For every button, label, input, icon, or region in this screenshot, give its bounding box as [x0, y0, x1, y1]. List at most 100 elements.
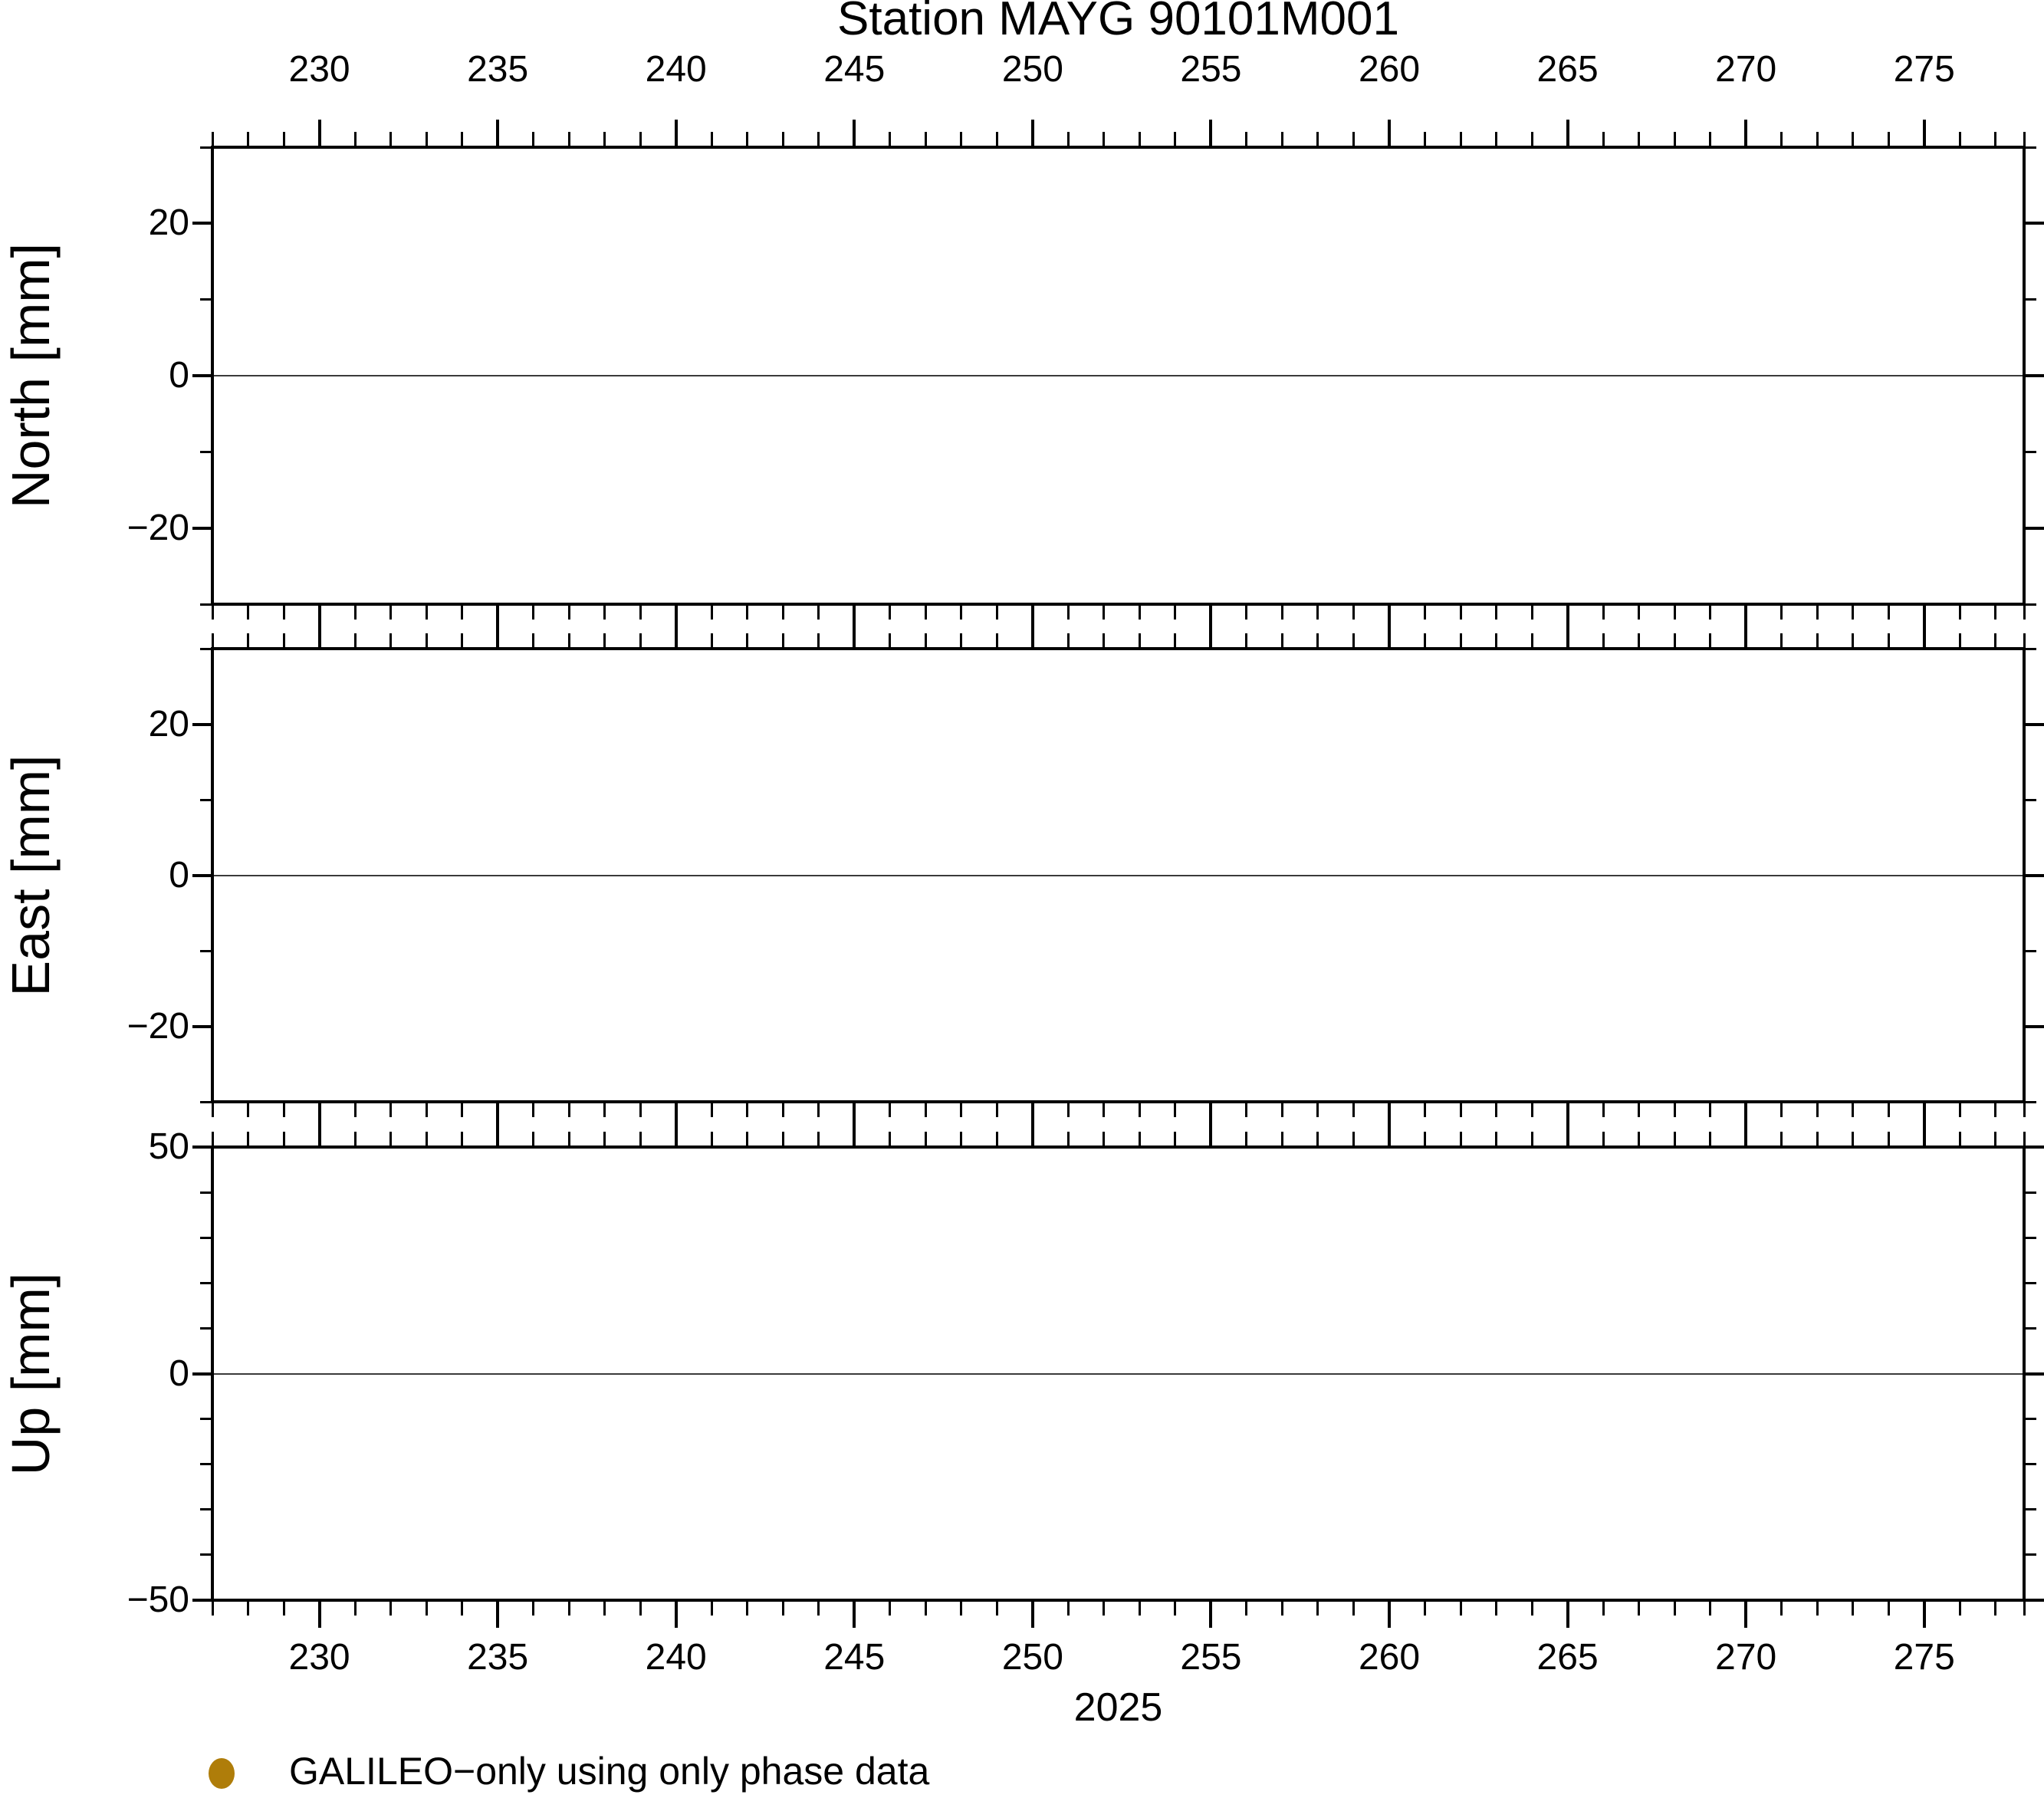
- x-tick-minor: [461, 1102, 464, 1117]
- x-tick-minor: [1066, 1600, 1070, 1616]
- x-tick-minor: [603, 604, 606, 620]
- x-tick-minor: [389, 633, 393, 649]
- x-tick-minor: [1138, 1600, 1141, 1616]
- x-tick-minor: [211, 132, 214, 147]
- x-tick-minor: [389, 1600, 393, 1616]
- x-tick-minor: [2023, 1132, 2026, 1147]
- y-tick-label: −50: [127, 1579, 189, 1620]
- x-tick-minor: [1138, 132, 1141, 147]
- y-tick-label: 0: [169, 854, 189, 896]
- x-tick-minor: [639, 633, 642, 649]
- x-tick-minor: [1245, 132, 1248, 147]
- y-tick-minor: [200, 1191, 212, 1194]
- x-tick-minor: [889, 1600, 892, 1616]
- y-tick-minor: [200, 1281, 212, 1284]
- x-tick-minor: [1138, 1102, 1141, 1117]
- y-tick-minor: [200, 298, 212, 301]
- y-tick-major: [192, 526, 212, 530]
- x-tick-minor: [1280, 1102, 1283, 1117]
- x-tick-minor: [1958, 132, 1961, 147]
- y-tick-minor: [2024, 949, 2036, 952]
- x-tick-minor: [1424, 132, 1427, 147]
- x-tick-minor: [889, 604, 892, 620]
- y-tick-label: 0: [169, 1353, 189, 1394]
- x-tick-minor: [995, 1132, 998, 1147]
- y-tick-minor: [200, 1418, 212, 1421]
- y-tick-minor: [2024, 1100, 2036, 1103]
- x-tick-major: [1388, 1119, 1392, 1147]
- x-tick-major: [1209, 120, 1213, 147]
- x-tick-minor: [425, 1132, 428, 1147]
- x-tick-minor: [746, 1600, 749, 1616]
- x-tick-major: [1388, 1102, 1392, 1129]
- x-tick-label-top: 270: [1715, 49, 1777, 90]
- x-tick-minor: [211, 633, 214, 649]
- y-tick-major: [2024, 1024, 2044, 1028]
- x-tick-label-bottom: 275: [1893, 1637, 1955, 1678]
- x-tick-minor: [1887, 633, 1890, 649]
- x-tick-minor: [1994, 1600, 1997, 1616]
- x-tick-minor: [1352, 1600, 1355, 1616]
- x-tick-minor: [532, 132, 535, 147]
- x-tick-minor: [567, 132, 570, 147]
- x-tick-minor: [211, 604, 214, 620]
- x-tick-minor: [1245, 1102, 1248, 1117]
- x-tick-label-top: 230: [288, 49, 350, 90]
- x-tick-minor: [781, 132, 784, 147]
- y-tick-minor: [2024, 1463, 2036, 1466]
- x-tick-minor: [1459, 1132, 1462, 1147]
- x-tick-major: [496, 1102, 500, 1129]
- y-tick-major: [2024, 222, 2044, 225]
- x-tick-minor: [1174, 604, 1177, 620]
- x-tick-minor: [1066, 633, 1070, 649]
- x-tick-minor: [1174, 132, 1177, 147]
- x-tick-minor: [1994, 1132, 1997, 1147]
- x-tick-minor: [532, 633, 535, 649]
- y-tick-minor: [2024, 647, 2036, 650]
- x-tick-minor: [1316, 604, 1319, 620]
- x-tick-major: [674, 120, 678, 147]
- x-tick-minor: [1780, 1600, 1783, 1616]
- y-tick-minor: [2024, 1418, 2036, 1421]
- x-tick-minor: [710, 604, 713, 620]
- x-tick-minor: [817, 604, 820, 620]
- x-tick-minor: [746, 132, 749, 147]
- x-tick-minor: [1352, 604, 1355, 620]
- x-tick-minor: [889, 132, 892, 147]
- x-tick-minor: [603, 1102, 606, 1117]
- x-tick-minor: [1066, 604, 1070, 620]
- x-tick-minor: [1495, 1132, 1498, 1147]
- x-tick-minor: [1495, 132, 1498, 147]
- y-tick-major: [192, 722, 212, 726]
- x-tick-minor: [1280, 132, 1283, 147]
- x-tick-minor: [353, 1132, 357, 1147]
- y-tick-minor: [200, 1463, 212, 1466]
- x-tick-minor: [1245, 604, 1248, 620]
- x-tick-minor: [1245, 633, 1248, 649]
- x-tick-minor: [1424, 633, 1427, 649]
- x-tick-minor: [461, 1132, 464, 1147]
- x-tick-minor: [461, 1600, 464, 1616]
- x-tick-minor: [2023, 132, 2026, 147]
- x-tick-minor: [1709, 633, 1712, 649]
- x-tick-minor: [960, 1600, 963, 1616]
- x-tick-major: [1388, 621, 1392, 649]
- y-tick-minor: [200, 1326, 212, 1330]
- x-tick-minor: [889, 1132, 892, 1147]
- y-tick-major: [2024, 1599, 2044, 1602]
- y-tick-major: [2024, 1146, 2044, 1149]
- x-tick-minor: [746, 1102, 749, 1117]
- x-tick-minor: [639, 1132, 642, 1147]
- x-tick-minor: [889, 1102, 892, 1117]
- x-tick-minor: [389, 132, 393, 147]
- x-tick-major: [496, 621, 500, 649]
- x-tick-minor: [710, 633, 713, 649]
- x-tick-minor: [960, 132, 963, 147]
- x-tick-major: [1922, 120, 1926, 147]
- x-tick-major: [1744, 604, 1748, 632]
- x-tick-minor: [924, 1132, 927, 1147]
- x-tick-minor: [1316, 1102, 1319, 1117]
- x-tick-major: [1744, 1102, 1748, 1129]
- x-tick-major: [1922, 621, 1926, 649]
